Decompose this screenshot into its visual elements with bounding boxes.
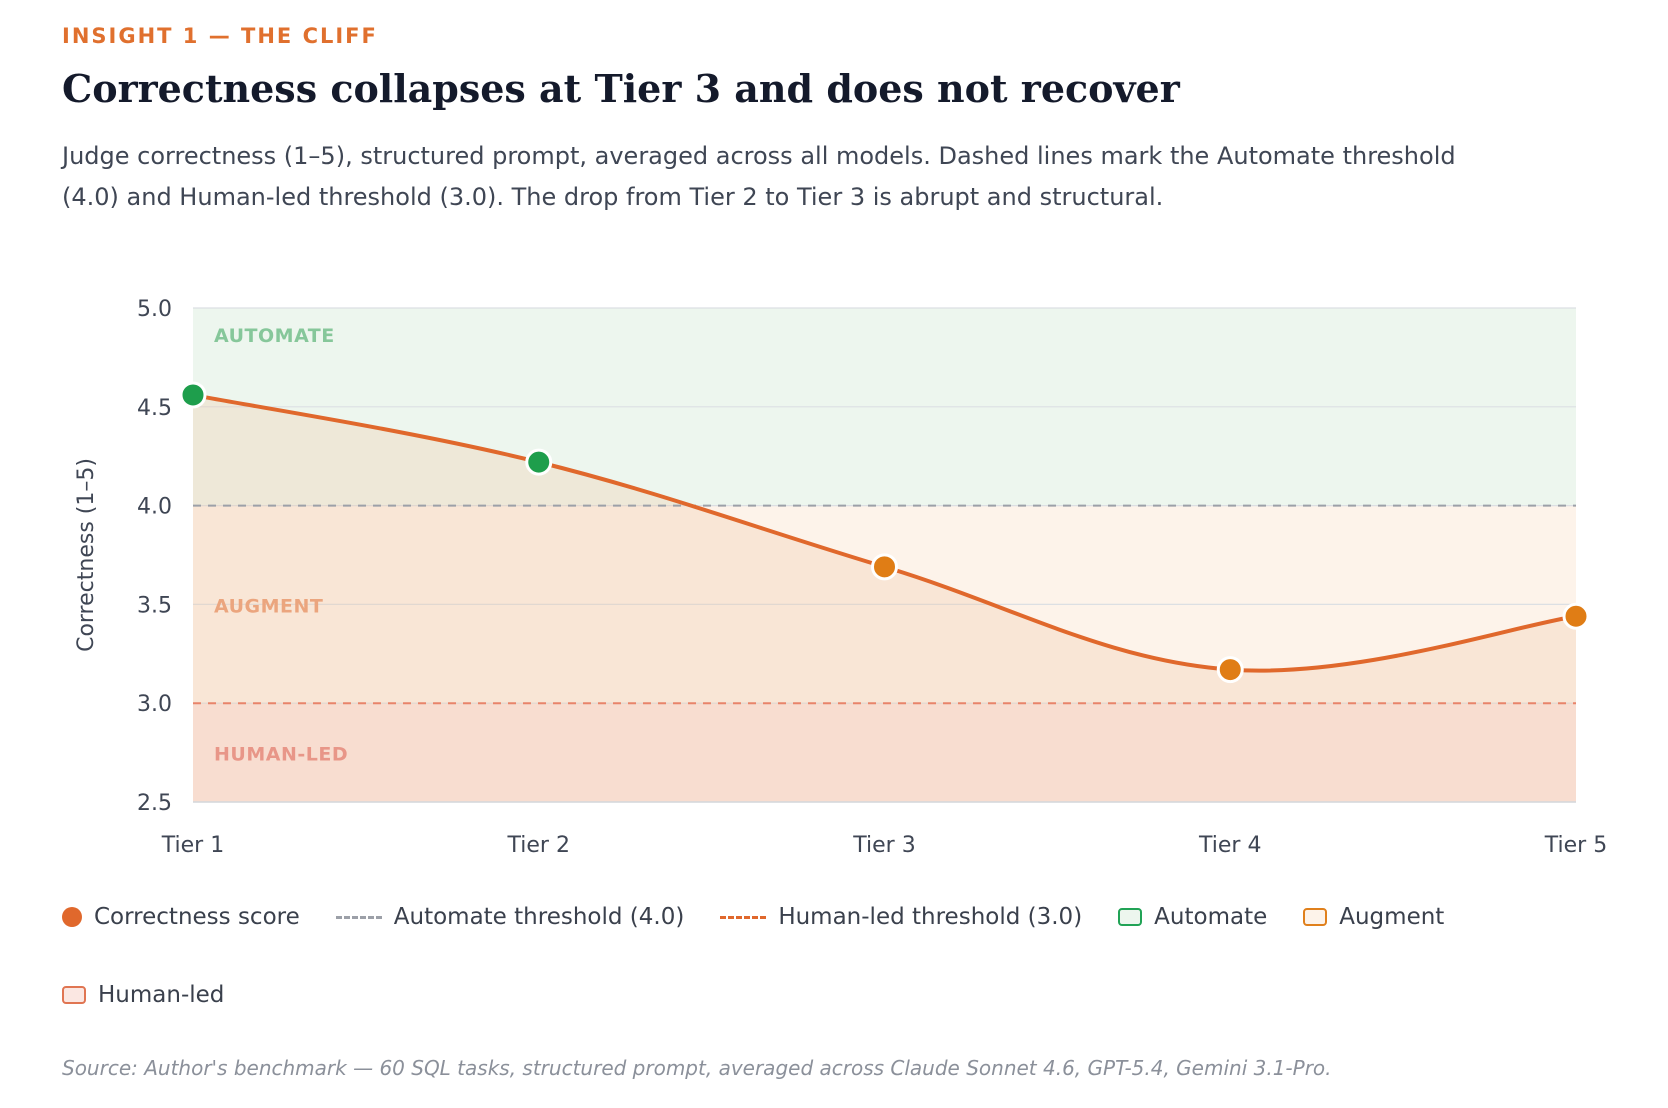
band-human-led xyxy=(193,703,1576,802)
chart-legend: Correctness score Automate threshold (4.… xyxy=(62,900,1562,1012)
x-tick-label-tier-4: Tier 4 xyxy=(1198,833,1261,858)
y-tick-label-3: 3.0 xyxy=(137,692,172,717)
legend-label-human-led-threshold: Human-led threshold (3.0) xyxy=(778,904,1083,930)
y-tick-label-2-5: 2.5 xyxy=(137,791,172,816)
x-tick-label-tier-1: Tier 1 xyxy=(161,833,224,858)
legend-label-augment-band: Augment xyxy=(1339,904,1445,930)
insight-eyebrow: INSIGHT 1 — THE CLIFF xyxy=(62,24,378,48)
legend-label-automate-band: Automate xyxy=(1154,904,1268,930)
legend-swatch-augment-band xyxy=(1303,908,1328,926)
x-tick-label-tier-2: Tier 2 xyxy=(507,833,570,858)
data-point-tier-4 xyxy=(1216,656,1244,684)
data-point-tier-2 xyxy=(525,448,553,476)
y-tick-label-4: 4.0 xyxy=(137,495,172,520)
correctness-line-chart: AUTOMATE AUGMENT HUMAN-LED 2.5 3.0 3.5 4.0 4.5 5… xyxy=(74,297,1607,858)
legend-swatch-human-led-threshold xyxy=(720,915,767,919)
chart-subtitle: Judge correctness (1–5), structured prom… xyxy=(62,142,1456,211)
band-label-human-led: HUMAN-LED xyxy=(214,744,348,766)
x-tick-label-tier-5: Tier 5 xyxy=(1544,833,1607,858)
source-note: Source: Author's benchmark — 60 SQL task… xyxy=(62,1056,1332,1080)
band-label-automate: AUTOMATE xyxy=(214,325,335,347)
y-tick-label-5: 5.0 xyxy=(137,297,172,322)
y-tick-label-4-5: 4.5 xyxy=(137,396,172,421)
legend-label-human-led-band: Human-led xyxy=(98,982,225,1008)
legend-item-human-led-threshold[interactable]: Human-led threshold (3.0) xyxy=(720,900,1082,934)
legend-label-correctness-score: Correctness score xyxy=(94,904,300,930)
legend-swatch-human-led-band xyxy=(62,986,86,1004)
legend-item-human-led-band[interactable]: Human-led xyxy=(62,978,224,1012)
legend-item-automate-band[interactable]: Automate xyxy=(1118,900,1267,934)
legend-item-augment-band[interactable]: Augment xyxy=(1303,900,1444,934)
band-label-augment: AUGMENT xyxy=(214,595,323,617)
legend-swatch-automate-band xyxy=(1118,908,1143,926)
legend-swatch-automate-threshold xyxy=(335,915,382,919)
legend-item-correctness-score[interactable]: Correctness score xyxy=(62,900,300,934)
y-tick-label-3-5: 3.5 xyxy=(137,593,172,618)
chart-title: Correctness collapses at Tier 3 and does… xyxy=(62,66,1180,111)
series-area-fill xyxy=(193,394,1576,802)
legend-item-automate-threshold[interactable]: Automate threshold (4.0) xyxy=(335,900,685,934)
data-point-tier-3 xyxy=(871,553,898,581)
legend-swatch-correctness-score xyxy=(62,907,82,927)
data-point-tier-1 xyxy=(179,381,207,409)
x-tick-label-tier-3: Tier 3 xyxy=(852,833,915,858)
data-point-tier-5 xyxy=(1562,602,1590,630)
y-axis-title: Correctness (1–5) xyxy=(74,458,99,652)
legend-label-automate-threshold: Automate threshold (4.0) xyxy=(393,904,685,930)
